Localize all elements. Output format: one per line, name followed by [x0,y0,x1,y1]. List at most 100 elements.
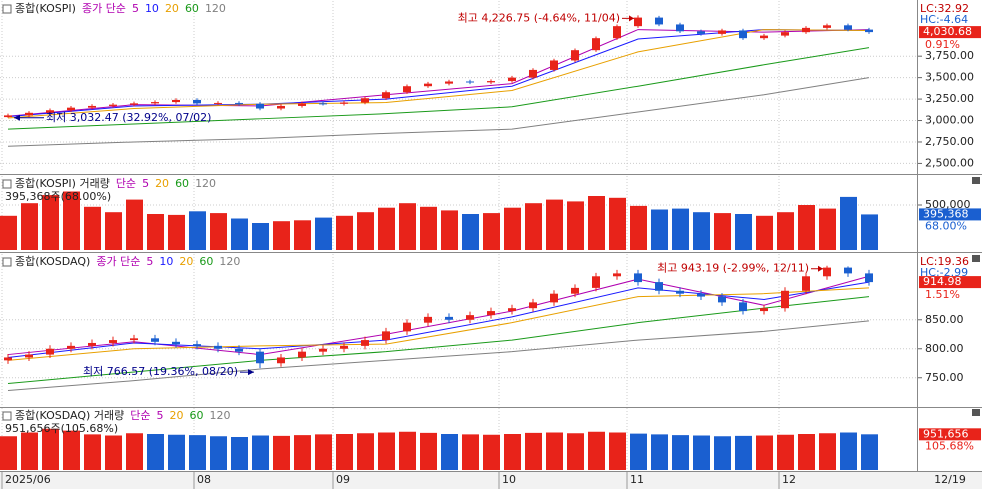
candle-body [508,308,516,312]
volume-bar [126,199,143,250]
volume-bar [105,212,122,250]
y-tick-label: 2,750.00 [925,135,974,148]
panel-icon [2,4,12,14]
volume-bar [609,432,626,470]
candle-body [361,98,369,103]
candle-body [781,32,789,36]
panel-title: 종합(KOSPI) [15,2,76,15]
volume-note: 951,656주(105.68%) [5,422,118,435]
x-tick-label: 12 [782,473,796,486]
candle-body [445,316,453,320]
volume-bar [357,212,374,250]
close-button[interactable] [972,177,980,184]
ma-label: 단순 [116,177,136,190]
candle-body [88,105,96,108]
lc-label: LC:32.92 [920,2,969,15]
volume-bar [735,214,752,250]
candle-body [130,103,138,105]
arrow-head [818,265,823,272]
volume-bar [819,433,836,470]
last-volume-box [919,428,981,441]
volume-bar [840,432,857,470]
candle-body [718,296,726,303]
volume-bar [357,433,374,470]
y-tick-label: 800.00 [925,342,964,355]
volume-bar [777,212,794,250]
close-button[interactable] [972,255,980,262]
candle-body [25,354,33,358]
volume-bar [420,206,437,250]
volume-bar [294,220,311,250]
candle-body [193,344,201,346]
candle-body [214,345,222,349]
candle-body [676,290,684,294]
volume-bar [441,210,458,250]
high-annotation: 최고 4,226.75 (-4.64%, 11/04) [458,11,620,24]
volume-bar [777,434,794,470]
volume-bar [315,434,332,470]
arrow-head [14,114,20,121]
volume-bar [609,197,626,250]
panel-title: 종합(KOSPI) 거래량 [15,177,110,190]
candle-body [172,341,180,345]
volume-bar [756,215,773,250]
candle-body [340,345,348,349]
change-label: 0.91% [925,38,960,51]
candle-body [529,69,537,78]
volume-bar [147,214,164,250]
candle-body [739,30,747,39]
volume-bar [651,209,668,250]
y-tick-label: 850.00 [925,313,964,326]
candle-body [466,315,474,320]
volume-bar [168,434,185,470]
change-label: 68.00% [925,219,967,232]
legend-entry: 60 [189,409,203,422]
volume-bar [693,212,710,250]
x-tick-label: 11 [630,473,644,486]
y-tick-label: 500,000 [925,198,971,211]
legend-entry: 120 [209,409,230,422]
y-tick-label: 750.00 [925,371,964,384]
candle-body [235,102,243,104]
volume-bar [189,435,206,470]
legend-entry: 120 [195,177,216,190]
x-tick-label: 09 [336,473,350,486]
last-price-label: 914.98 [923,275,962,288]
candle-body [487,311,495,316]
volume-bar [210,436,227,470]
volume-bar [672,435,689,470]
volume-bar [126,433,143,470]
volume-bar [462,434,479,470]
candle-body [550,60,558,70]
candle-body [319,103,327,105]
hc-label: HC:-4.64 [920,13,968,26]
last-volume-box [919,208,981,221]
volume-bar [336,215,353,250]
volume-bar [84,206,101,250]
candle-body [256,351,264,364]
volume-bar [588,196,605,250]
volume-bar [651,434,668,470]
x-axis-bar [0,471,982,489]
volume-bar [378,207,395,250]
candle-body [697,293,705,297]
volume-bar [252,223,269,250]
candle-body [760,35,768,39]
last-price-box [919,276,981,289]
volume-bar [546,199,563,250]
last-price-label: 4,030.68 [923,25,972,38]
candle-body [592,276,600,288]
lc-label: LC:19.36 [920,255,969,268]
candle-body [760,308,768,312]
legend-entry: 20 [155,177,169,190]
moving-average [7,47,870,130]
volume-bar [546,432,563,470]
candle-body [571,50,579,61]
volume-bar [42,195,59,250]
close-button[interactable] [972,409,980,416]
candle-body [445,81,453,84]
volume-bar [168,214,185,250]
moving-average [7,77,870,147]
legend-entry: 60 [185,2,199,15]
low-annotation: 최저 766.57 (19.36%, 08/20) [83,365,238,378]
